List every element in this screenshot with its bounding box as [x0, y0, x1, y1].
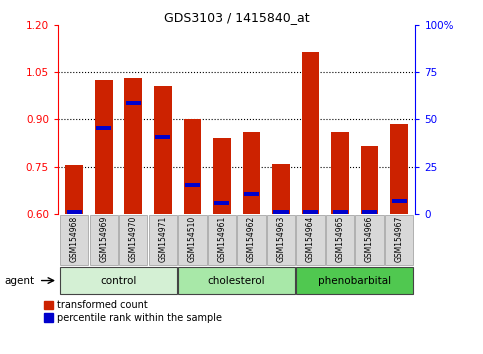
FancyBboxPatch shape	[208, 215, 236, 265]
Title: GDS3103 / 1415840_at: GDS3103 / 1415840_at	[164, 11, 310, 24]
Bar	[331, 132, 349, 214]
Bar	[184, 119, 201, 214]
FancyBboxPatch shape	[237, 215, 266, 265]
Text: GSM154962: GSM154962	[247, 216, 256, 262]
FancyBboxPatch shape	[89, 215, 118, 265]
Bar	[361, 146, 379, 214]
Bar	[303, 210, 318, 214]
FancyBboxPatch shape	[297, 215, 325, 265]
FancyBboxPatch shape	[60, 267, 177, 294]
Bar	[96, 126, 111, 130]
Bar	[242, 132, 260, 214]
FancyBboxPatch shape	[149, 215, 177, 265]
Bar	[185, 183, 200, 187]
FancyBboxPatch shape	[178, 215, 207, 265]
Bar	[390, 124, 408, 214]
Text: GSM154964: GSM154964	[306, 216, 315, 262]
Text: GSM154969: GSM154969	[99, 216, 108, 262]
Bar	[213, 138, 231, 214]
Bar	[154, 86, 171, 214]
Bar	[272, 164, 290, 214]
FancyBboxPatch shape	[385, 215, 413, 265]
Text: GSM154971: GSM154971	[158, 216, 167, 262]
FancyBboxPatch shape	[178, 267, 295, 294]
Bar	[214, 201, 229, 205]
FancyBboxPatch shape	[60, 215, 88, 265]
Bar	[273, 210, 288, 214]
FancyBboxPatch shape	[297, 267, 413, 294]
Bar	[65, 165, 83, 214]
Text: GSM154961: GSM154961	[217, 216, 227, 262]
Text: GSM154965: GSM154965	[336, 216, 344, 262]
FancyBboxPatch shape	[355, 215, 384, 265]
FancyBboxPatch shape	[326, 215, 354, 265]
Text: agent: agent	[5, 275, 35, 286]
Bar	[126, 101, 141, 105]
Bar	[392, 199, 407, 203]
Text: control: control	[100, 275, 137, 286]
Text: GSM154968: GSM154968	[70, 216, 79, 262]
Bar	[362, 210, 377, 214]
Text: GSM154967: GSM154967	[395, 216, 404, 262]
Bar	[302, 52, 319, 214]
Bar	[95, 80, 113, 214]
Text: phenobarbital: phenobarbital	[318, 275, 391, 286]
Bar	[156, 135, 170, 139]
Text: GSM154970: GSM154970	[129, 216, 138, 262]
Bar	[332, 210, 348, 214]
Bar	[125, 79, 142, 214]
Text: GSM154966: GSM154966	[365, 216, 374, 262]
Text: GSM154963: GSM154963	[276, 216, 285, 262]
Legend: transformed count, percentile rank within the sample: transformed count, percentile rank withi…	[43, 301, 222, 323]
Bar	[67, 210, 82, 214]
Text: cholesterol: cholesterol	[208, 275, 266, 286]
FancyBboxPatch shape	[267, 215, 295, 265]
Bar	[244, 192, 259, 195]
FancyBboxPatch shape	[119, 215, 147, 265]
Text: GSM154510: GSM154510	[188, 216, 197, 262]
